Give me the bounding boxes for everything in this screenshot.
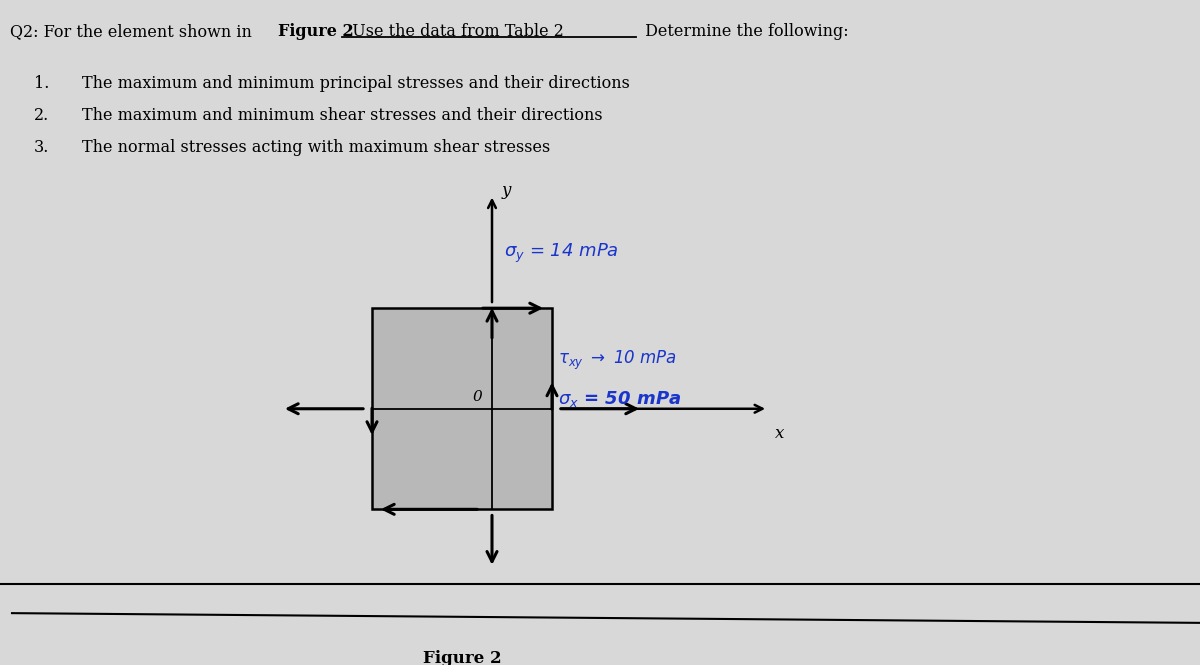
Text: Determine the following:: Determine the following: [640, 23, 848, 40]
Text: Q2: For the element shown in: Q2: For the element shown in [10, 23, 257, 40]
Text: 0: 0 [473, 390, 482, 404]
Text: Figure 2: Figure 2 [422, 650, 502, 665]
Text: $\sigma_x$ = 50 mPa: $\sigma_x$ = 50 mPa [558, 389, 682, 409]
Text: x: x [775, 425, 785, 442]
Text: 2.: 2. [34, 107, 49, 124]
Text: $\tau_{xy}$ $\rightarrow$ 10 mPa: $\tau_{xy}$ $\rightarrow$ 10 mPa [558, 348, 677, 372]
Text: The maximum and minimum shear stresses and their directions: The maximum and minimum shear stresses a… [82, 107, 602, 124]
Text: Figure 2: Figure 2 [278, 23, 354, 40]
Text: . Use the data from Table 2: . Use the data from Table 2 [342, 23, 564, 40]
Bar [372, 308, 552, 509]
Text: $\sigma_y$ = 14 mPa: $\sigma_y$ = 14 mPa [504, 241, 619, 265]
Text: y: y [502, 182, 511, 199]
Text: 3.: 3. [34, 140, 49, 156]
Text: The normal stresses acting with maximum shear stresses: The normal stresses acting with maximum … [82, 140, 550, 156]
Text: The maximum and minimum principal stresses and their directions: The maximum and minimum principal stress… [82, 74, 630, 92]
Text: 1.: 1. [34, 74, 49, 92]
